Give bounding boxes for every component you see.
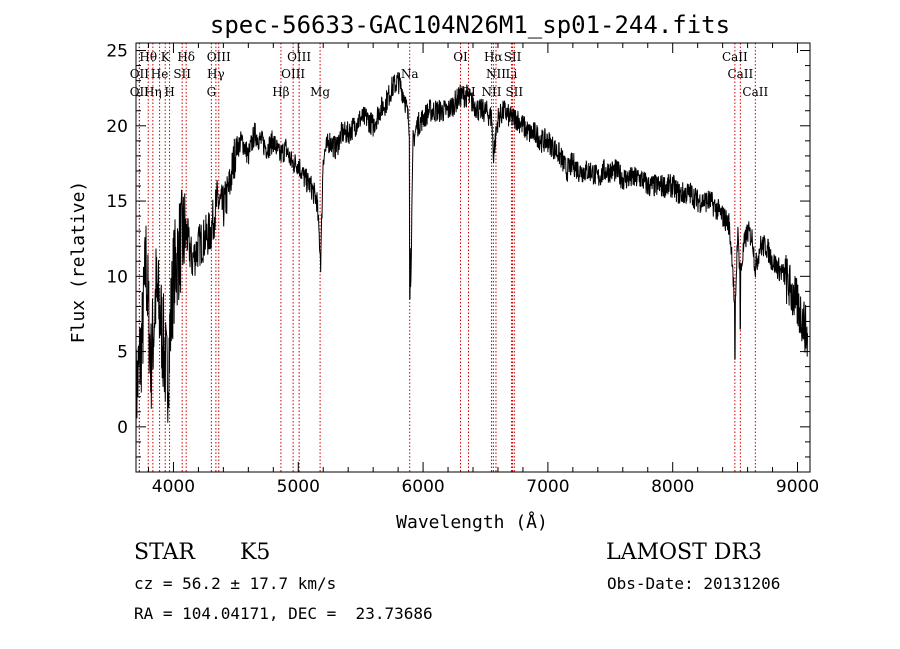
line-label: CaII [727, 67, 753, 81]
line-label: OI [461, 85, 476, 99]
coordinates: RA = 104.04171, DEC = 23.73686 [134, 604, 433, 623]
x-tick-label: 9000 [776, 477, 819, 497]
y-tick-label: 20 [106, 117, 128, 137]
x-axis-label: Wavelength (Å) [396, 511, 548, 533]
line-label: SII [504, 50, 522, 64]
line-label: Hγ [207, 67, 225, 81]
x-tick-label: 4000 [152, 477, 195, 497]
y-tick-label: 10 [106, 267, 128, 287]
line-label: NII [481, 85, 501, 99]
line-label: K [161, 50, 171, 64]
line-label: Hβ [272, 85, 289, 99]
x-tick-label: 7000 [526, 477, 569, 497]
redshift-cz: cz = 56.2 ± 17.7 km/s [134, 574, 337, 593]
line-label: OI [453, 50, 468, 64]
y-axis-label: Flux (relative) [68, 181, 89, 344]
line-label: OIII [207, 50, 231, 64]
axis-ticks: 4000 5000 6000 7000 8000 9000 0 5 10 15 20 25 [106, 42, 819, 497]
line-label: Hδ [177, 50, 195, 64]
chart-title: spec-56633-GAC104N26M1_sp01-244.fits [210, 11, 730, 39]
y-tick-label: 0 [117, 418, 128, 438]
y-tick-label: 25 [106, 42, 128, 62]
object-class: STAR [134, 540, 195, 565]
line-label: Hα [484, 50, 503, 64]
line-label: OII [130, 85, 150, 99]
line-label: CaII [742, 85, 768, 99]
x-tick-label: 5000 [277, 477, 320, 497]
x-tick-label: 8000 [651, 477, 694, 497]
y-tick-label: 15 [106, 192, 128, 212]
obs-date: Obs-Date: 20131206 [607, 574, 781, 593]
object-subclass: K5 [240, 540, 271, 565]
line-label: Na [401, 67, 419, 81]
survey-name: LAMOST DR3 [606, 540, 762, 565]
line-label: H [164, 85, 174, 99]
x-tick-label: 6000 [401, 477, 444, 497]
line-label: Hθ [139, 50, 157, 64]
line-label: SII [505, 85, 523, 99]
line-label: OIII [287, 50, 311, 64]
line-label: SII [173, 67, 191, 81]
line-label: Li [506, 67, 518, 81]
line-label: OIII [281, 67, 305, 81]
flux-series-line [135, 71, 808, 450]
line-label: Mg [310, 85, 330, 99]
y-tick-label: 5 [117, 343, 128, 363]
line-label: Hη [144, 85, 162, 99]
line-label: CaII [722, 50, 748, 64]
line-label: NII [486, 67, 506, 81]
line-label: G [207, 85, 217, 99]
line-label: He [151, 67, 169, 81]
line-label: OII [130, 67, 150, 81]
